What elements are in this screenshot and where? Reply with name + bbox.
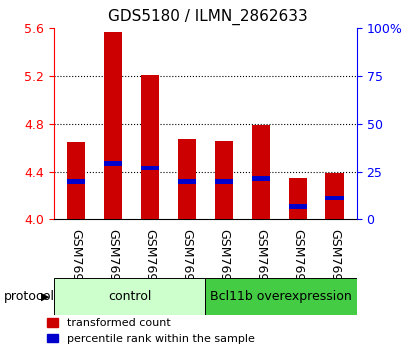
Bar: [104, 32, 122, 219]
Bar: [54, 278, 205, 315]
Bar: [178, 179, 196, 184]
Bar: [104, 161, 122, 166]
Bar: [141, 75, 159, 219]
Bar: [251, 176, 270, 181]
Text: ▶: ▶: [41, 291, 49, 301]
Text: protocol: protocol: [4, 290, 55, 303]
Bar: [325, 195, 344, 200]
Bar: [288, 204, 307, 209]
Text: GDS5180 / ILMN_2862633: GDS5180 / ILMN_2862633: [107, 9, 308, 25]
Bar: [215, 179, 233, 184]
Bar: [215, 141, 233, 219]
Text: Bcl11b overexpression: Bcl11b overexpression: [210, 290, 352, 303]
Text: control: control: [108, 290, 151, 303]
Legend: transformed count, percentile rank within the sample: transformed count, percentile rank withi…: [43, 314, 260, 348]
Bar: [67, 142, 85, 219]
Bar: [178, 139, 196, 219]
Bar: [325, 173, 344, 219]
Bar: [251, 125, 270, 219]
Bar: [141, 166, 159, 171]
Bar: [67, 179, 85, 184]
Bar: [205, 278, 357, 315]
Bar: [288, 178, 307, 219]
